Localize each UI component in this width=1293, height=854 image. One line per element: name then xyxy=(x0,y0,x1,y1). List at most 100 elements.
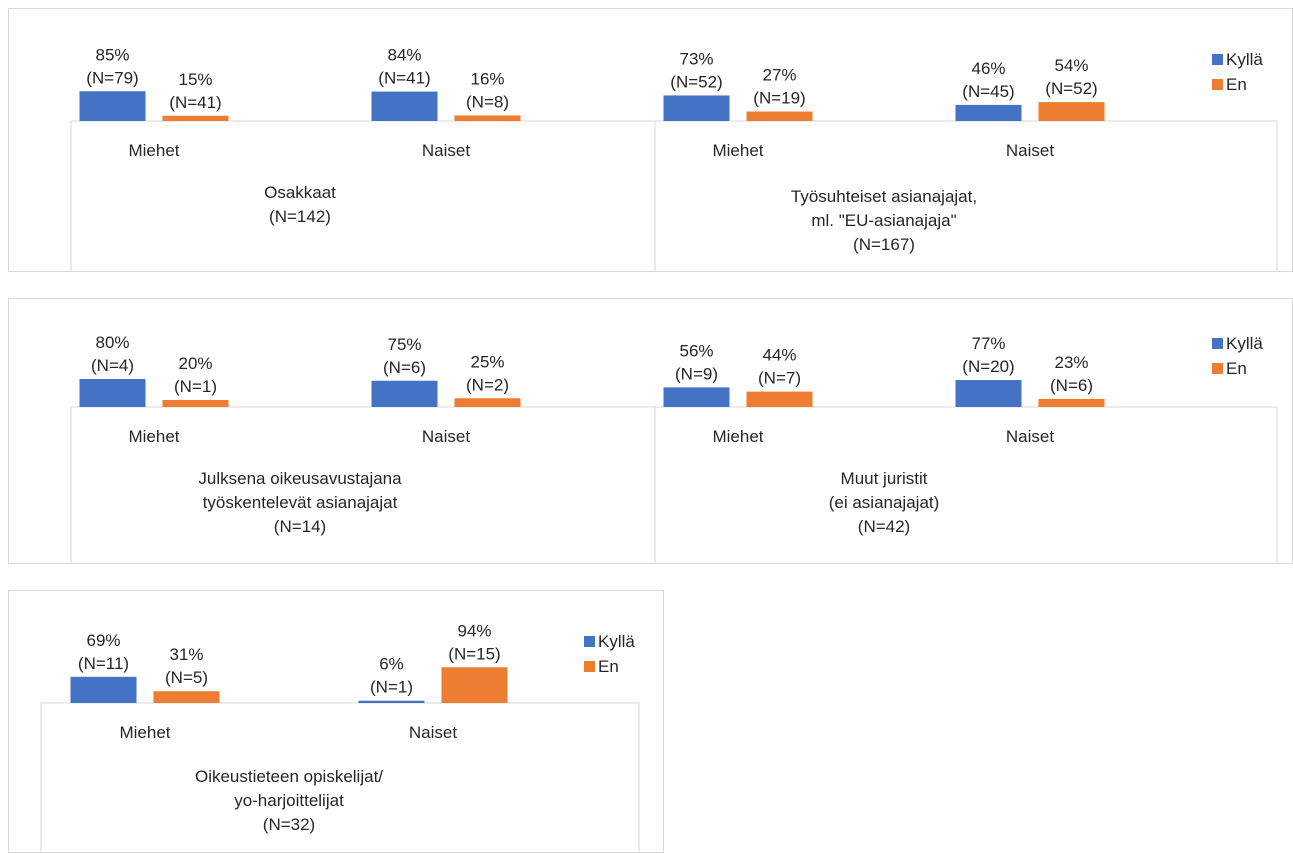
data-label-percent: 44% xyxy=(762,346,796,365)
legend-swatch-kylla xyxy=(584,636,595,647)
data-label-count: (N=19) xyxy=(753,89,805,108)
data-label-percent: 23% xyxy=(1054,353,1088,372)
group-label-line: Muut juristit xyxy=(841,469,928,488)
legend-swatch-kylla xyxy=(1212,54,1223,65)
data-label-count: (N=1) xyxy=(174,377,217,396)
chart-3-svg: 69% (N=11) 31% (N=5) Miehet 6% (N=1) 94% (N=15) N… xyxy=(40,621,640,853)
data-label-count: (N=2) xyxy=(466,375,509,394)
data-label-count: (N=7) xyxy=(758,369,801,388)
group-label-line: Julksena oikeusavustajana xyxy=(198,469,402,488)
data-label-count: (N=11) xyxy=(78,654,129,673)
data-label-count: (N=45) xyxy=(962,82,1014,101)
data-label-percent: 46% xyxy=(971,59,1005,78)
data-label-count: (N=4) xyxy=(91,356,134,375)
legend-label-kylla: Kyllä xyxy=(1226,334,1263,353)
bar-kylla xyxy=(70,676,137,703)
bar-kylla xyxy=(663,95,730,121)
group-label-line: yo-harjoittelijat xyxy=(234,791,344,810)
legend-label-kylla: Kyllä xyxy=(598,632,635,651)
data-label-percent: 69% xyxy=(86,631,120,650)
data-label-percent: 16% xyxy=(470,69,504,88)
legend-swatch-en xyxy=(1212,79,1223,90)
data-label-count: (N=5) xyxy=(165,668,208,687)
legend-label-en: En xyxy=(598,657,619,676)
data-label-count: (N=9) xyxy=(675,364,718,383)
data-label-percent: 84% xyxy=(387,46,421,65)
bar-en xyxy=(441,667,508,703)
data-label-count: (N=1) xyxy=(370,678,413,697)
group-label-line: Osakkaat xyxy=(264,183,336,202)
data-label-count: (N=20) xyxy=(962,357,1014,376)
data-label-count: (N=15) xyxy=(448,644,500,663)
group-label-line: (ei asianajajat) xyxy=(829,493,940,512)
legend-swatch-en xyxy=(584,661,595,672)
data-label-count: (N=8) xyxy=(466,92,509,111)
data-label-percent: 75% xyxy=(387,335,421,354)
legend-label-en: En xyxy=(1226,75,1247,94)
data-label-count: (N=6) xyxy=(383,358,426,377)
bar-kylla xyxy=(79,379,146,407)
category-label: Naiset xyxy=(422,427,470,446)
bar-en xyxy=(162,400,229,407)
data-label-percent: 85% xyxy=(95,45,129,64)
legend-swatch-en xyxy=(1212,363,1223,374)
category-label: Miehet xyxy=(128,141,179,160)
data-label-count: (N=41) xyxy=(169,93,221,112)
data-label-percent: 80% xyxy=(95,333,129,352)
group-label-line: (N=14) xyxy=(274,517,326,536)
data-label-count: (N=52) xyxy=(1045,79,1097,98)
chart-panel-3: 69% (N=11) 31% (N=5) Miehet 6% (N=1) 94% (N=15) N… xyxy=(8,590,664,853)
category-label: Miehet xyxy=(119,723,170,742)
group-label-line: Oikeustieteen opiskelijat/ xyxy=(195,767,383,786)
chart-2-svg: 80% (N=4) 20% (N=1) Miehet 75% (N=6) 25% (N=2) Na… xyxy=(70,333,1278,564)
group-label-line: (N=167) xyxy=(853,235,915,254)
bar-en xyxy=(454,115,521,121)
category-label: Miehet xyxy=(712,427,763,446)
category-label: Naiset xyxy=(409,723,457,742)
data-label-percent: 31% xyxy=(169,645,203,664)
bar-en xyxy=(153,691,220,703)
group-label-line: (N=32) xyxy=(263,815,315,834)
chart-panel-2: 80% (N=4) 20% (N=1) Miehet 75% (N=6) 25% (N=2) Na… xyxy=(8,298,1293,564)
data-label-count: (N=41) xyxy=(378,69,430,88)
group-label-line: ml. "EU-asianajaja" xyxy=(811,211,956,230)
bar-kylla xyxy=(663,387,730,407)
group-label-line: (N=142) xyxy=(269,207,331,226)
data-label-percent: 15% xyxy=(178,70,212,89)
bar-kylla xyxy=(955,380,1022,407)
category-label: Naiset xyxy=(1006,427,1054,446)
category-label: Miehet xyxy=(712,141,763,160)
category-label: Naiset xyxy=(422,141,470,160)
data-label-percent: 25% xyxy=(470,352,504,371)
bar-kylla xyxy=(358,700,425,703)
bar-en xyxy=(746,391,813,407)
data-label-count: (N=52) xyxy=(670,72,722,91)
group-label-line: työskentelevät asianajajat xyxy=(203,493,398,512)
data-label-percent: 6% xyxy=(379,655,404,674)
bar-en xyxy=(1038,102,1105,121)
bar-kylla xyxy=(371,380,438,407)
data-label-percent: 20% xyxy=(178,354,212,373)
bar-kylla xyxy=(371,91,438,121)
data-label-count: (N=79) xyxy=(86,68,138,87)
data-label-percent: 94% xyxy=(457,621,491,640)
category-label: Miehet xyxy=(128,427,179,446)
bar-en xyxy=(1038,398,1105,407)
data-label-count: (N=6) xyxy=(1050,376,1093,395)
bar-en xyxy=(746,111,813,121)
bar-kylla xyxy=(79,91,146,121)
group-label-line: (N=42) xyxy=(858,517,910,536)
legend-label-en: En xyxy=(1226,359,1247,378)
data-label-percent: 54% xyxy=(1054,56,1088,75)
chart-1-svg: 85% (N=79) 15% (N=41) Miehet 84% (N=41) 16% (N=8… xyxy=(70,45,1278,272)
legend-swatch-kylla xyxy=(1212,338,1223,349)
bar-en xyxy=(454,398,521,407)
data-label-percent: 56% xyxy=(679,341,713,360)
chart-panel-1: 85% (N=79) 15% (N=41) Miehet 84% (N=41) 16% (N=8… xyxy=(8,8,1293,272)
bar-en xyxy=(162,115,229,121)
group-label-line: Työsuhteiset asianajajat, xyxy=(791,187,977,206)
category-label: Naiset xyxy=(1006,141,1054,160)
legend-label-kylla: Kyllä xyxy=(1226,50,1263,69)
bar-kylla xyxy=(955,104,1022,121)
data-label-percent: 73% xyxy=(679,49,713,68)
